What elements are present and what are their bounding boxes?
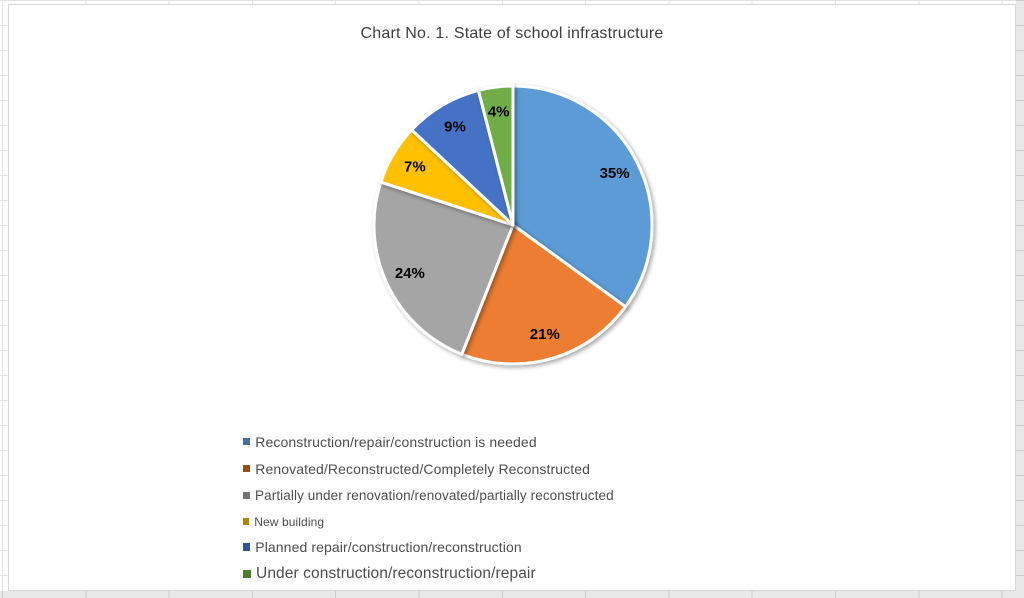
legend-marker-icon bbox=[243, 464, 251, 473]
pie-slices bbox=[372, 84, 654, 366]
legend-item-label: Renovated/Reconstructed/Completely Recon… bbox=[255, 460, 591, 477]
legend-item-label: New building bbox=[254, 514, 325, 529]
legend-item-label: Partially under renovation/renovated/par… bbox=[255, 488, 614, 503]
chart-title[interactable]: Chart No. 1. State of school infrastruct… bbox=[360, 25, 664, 42]
legend-item-0[interactable]: Reconstruction/repair/construction is ne… bbox=[243, 428, 614, 455]
legend-item-4[interactable]: Planned repair/construction/reconstructi… bbox=[243, 534, 614, 560]
pie-data-label-5: 4% bbox=[488, 103, 510, 120]
pie-data-label-2: 24% bbox=[395, 265, 425, 282]
chart-object[interactable]: Chart No. 1. State of school infrastruct… bbox=[8, 4, 1016, 591]
chart-legend: Reconstruction/repair/construction is ne… bbox=[243, 428, 614, 588]
pie-slice-5[interactable] bbox=[476, 84, 515, 227]
legend-marker-icon bbox=[243, 437, 251, 446]
spreadsheet-bottom-margin bbox=[0, 591, 1024, 598]
legend-item-5[interactable]: Under construction/reconstruction/repair bbox=[243, 560, 614, 588]
legend-item-label: Planned repair/construction/reconstructi… bbox=[255, 539, 522, 555]
legend-marker-icon bbox=[243, 543, 251, 551]
legend-item-3[interactable]: New building bbox=[243, 509, 614, 534]
pie-data-label-3: 7% bbox=[404, 159, 426, 176]
legend-marker-icon bbox=[243, 491, 251, 499]
pie-chart: 35% 21% 24% 7% 9% 4% bbox=[372, 84, 654, 366]
pie-data-labels: 35% 21% 24% 7% 9% 4% bbox=[395, 103, 630, 343]
legend-item-1[interactable]: Renovated/Reconstructed/Completely Recon… bbox=[243, 455, 614, 482]
legend-item-label: Under construction/reconstruction/repair bbox=[256, 565, 536, 582]
pie-slice-2[interactable] bbox=[372, 180, 515, 356]
spreadsheet-right-margin bbox=[1016, 0, 1024, 598]
pie-slice-1[interactable] bbox=[460, 223, 627, 366]
legend-item-2[interactable]: Partially under renovation/renovated/par… bbox=[243, 482, 614, 509]
legend-marker-icon bbox=[243, 569, 252, 579]
pie-data-label-1: 21% bbox=[530, 326, 560, 343]
legend-item-label: Reconstruction/repair/construction is ne… bbox=[255, 433, 537, 450]
pie-data-label-4: 9% bbox=[444, 118, 466, 135]
legend-marker-icon bbox=[243, 518, 250, 525]
pie-slice-4[interactable] bbox=[410, 88, 515, 227]
pie-slice-0[interactable] bbox=[511, 84, 654, 309]
pie-data-label-0: 35% bbox=[600, 165, 630, 182]
